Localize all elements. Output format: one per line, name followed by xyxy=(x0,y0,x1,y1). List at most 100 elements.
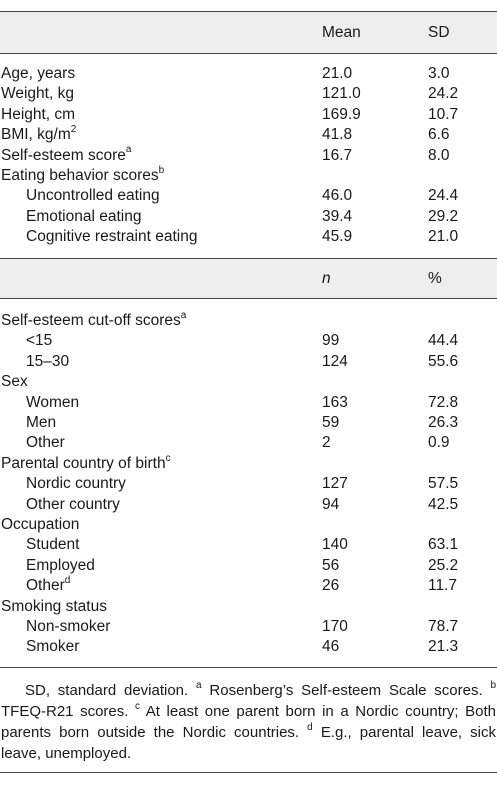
header1-bottom-rule xyxy=(0,53,497,54)
table-row: Otherd 26 11.7 xyxy=(0,576,497,596)
row-label-text: Self-esteem cut-off scores xyxy=(1,312,181,329)
cell-value-2: 21.3 xyxy=(428,638,459,656)
table-row-category: Eating behavior scoresb xyxy=(0,164,497,186)
row-label-superscript: b xyxy=(158,164,165,176)
table-row: Smoker 46 21.3 xyxy=(0,637,497,657)
row-label-text: Other xyxy=(26,577,65,595)
row-label-text: <15 xyxy=(26,332,53,350)
table-row-category: Self-esteem scorea 16.7 8.0 xyxy=(0,145,497,166)
row-label-text: Smoker xyxy=(26,638,80,656)
row-label: Nordic country xyxy=(26,474,126,494)
table-row: 15–30 124 55.6 xyxy=(0,352,497,372)
row-label-text: Women xyxy=(26,393,80,411)
cell-value-2: 24.2 xyxy=(428,85,459,103)
cell-value-1: 26 xyxy=(322,577,340,595)
table-row: Other country 94 42.5 xyxy=(0,495,497,515)
cell-value-1: 121.0 xyxy=(322,85,361,103)
table-row: Uncontrolled eating 46.0 24.4 xyxy=(0,186,497,206)
row-label-text: Age, years xyxy=(1,65,76,82)
cell-value-2: 8.0 xyxy=(428,146,450,164)
row-label: Smoking status xyxy=(1,597,107,617)
cell-value-1: 99 xyxy=(322,332,340,350)
row-label: Other xyxy=(26,433,65,453)
cell-value-1: 127 xyxy=(322,475,348,493)
row-label-text: Smoking status xyxy=(1,597,107,615)
cell-value-1: 163 xyxy=(322,393,348,411)
cell-value-1: 39.4 xyxy=(322,207,353,225)
row-label: Height, cm xyxy=(1,105,75,125)
row-label-text: Eating behavior scores xyxy=(1,167,159,184)
row-label-text: Self-esteem score xyxy=(1,146,126,164)
footnote-b-mark: b xyxy=(490,680,497,691)
footnote-sd: SD, standard deviation. xyxy=(25,682,189,699)
cell-value-2: 29.2 xyxy=(428,207,459,225)
cell-value-2: 24.4 xyxy=(428,187,459,205)
header-n: n xyxy=(322,270,331,287)
row-label: Men xyxy=(26,413,56,433)
table-row-category: Sex xyxy=(0,372,497,392)
table-bottom-rule xyxy=(0,667,497,668)
cell-value-2: 26.3 xyxy=(428,414,459,431)
table-row-category: Smoking status xyxy=(0,597,497,617)
row-label: Cognitive restraint eating xyxy=(26,227,197,247)
row-label-text: 15–30 xyxy=(26,352,70,370)
table-row: Women 163 72.8 xyxy=(0,393,497,413)
cell-value-2: 57.5 xyxy=(428,475,459,493)
cell-value-1: 169.9 xyxy=(322,105,361,123)
row-label-text: Other country xyxy=(26,495,120,513)
cell-value-2: 11.7 xyxy=(428,577,458,595)
row-label-superscript: 2 xyxy=(70,124,77,136)
mid-rule-bottom xyxy=(0,298,497,299)
footnote-a-mark: a xyxy=(196,680,202,691)
header-row-mean-sd: Mean SD xyxy=(0,12,497,53)
row-label: Emotional eating xyxy=(26,207,141,227)
cell-value-1: 140 xyxy=(322,536,348,554)
cell-value-1: 41.8 xyxy=(322,126,353,144)
row-label-text: Other xyxy=(26,434,65,452)
row-label: Smoker xyxy=(26,637,79,657)
row-label: Women xyxy=(26,393,79,413)
footnote-b: TFEQ-R21 scores. xyxy=(1,703,129,720)
row-label: Eating behavior scoresb xyxy=(1,164,165,186)
row-label-text: Weight, kg xyxy=(1,85,74,103)
row-label-text: Emotional eating xyxy=(26,207,142,225)
header-sd: SD xyxy=(428,24,450,41)
row-label-text: Uncontrolled eating xyxy=(26,187,160,205)
page-bottom-rule xyxy=(0,772,497,773)
row-label: Student xyxy=(26,535,79,555)
row-label: BMI, kg/m2 xyxy=(1,125,76,145)
header-mean: Mean xyxy=(322,24,361,41)
table-row: Employed 56 25.2 xyxy=(0,556,497,576)
table-row-category: BMI, kg/m2 41.8 6.6 xyxy=(0,125,497,145)
row-label-superscript: d xyxy=(64,575,71,587)
cell-value-1: 46.0 xyxy=(322,187,353,205)
cell-value-2: 72.8 xyxy=(428,393,459,411)
row-label: 15–30 xyxy=(26,352,69,372)
header-row-n-percent: n % xyxy=(0,259,497,298)
footnote-a: Rosenberg’s Self-esteem Scale scores. xyxy=(209,682,483,699)
row-label-superscript: a xyxy=(180,309,187,321)
top-rule xyxy=(0,11,497,12)
row-label-text: Student xyxy=(26,536,80,554)
row-label-text: Nordic country xyxy=(26,475,126,493)
cell-value-1: 21.0 xyxy=(322,65,353,82)
cell-value-1: 46 xyxy=(322,638,340,656)
row-label: Other country xyxy=(26,495,120,515)
cell-value-2: 44.4 xyxy=(428,332,459,350)
row-label: Self-esteem scorea xyxy=(1,145,131,166)
table-row: <15 99 44.4 xyxy=(0,331,497,351)
table-row-category: Self-esteem cut-off scoresa xyxy=(0,309,497,331)
cell-value-1: 2 xyxy=(322,434,331,452)
row-label-text: Occupation xyxy=(1,516,80,533)
footnote-c: At least one parent born in a Nordic cou… xyxy=(1,703,496,741)
header-percent: % xyxy=(428,270,442,287)
cell-value-2: 6.6 xyxy=(428,126,450,144)
row-label: Otherd xyxy=(26,576,70,596)
cell-value-2: 63.1 xyxy=(428,536,459,554)
cell-value-2: 55.6 xyxy=(428,352,459,370)
table-row-category: Occupation xyxy=(0,515,497,535)
row-label-text: BMI, kg/m xyxy=(1,126,71,144)
row-label: Non-smoker xyxy=(26,617,110,637)
cell-value-2: 0.9 xyxy=(428,434,450,452)
